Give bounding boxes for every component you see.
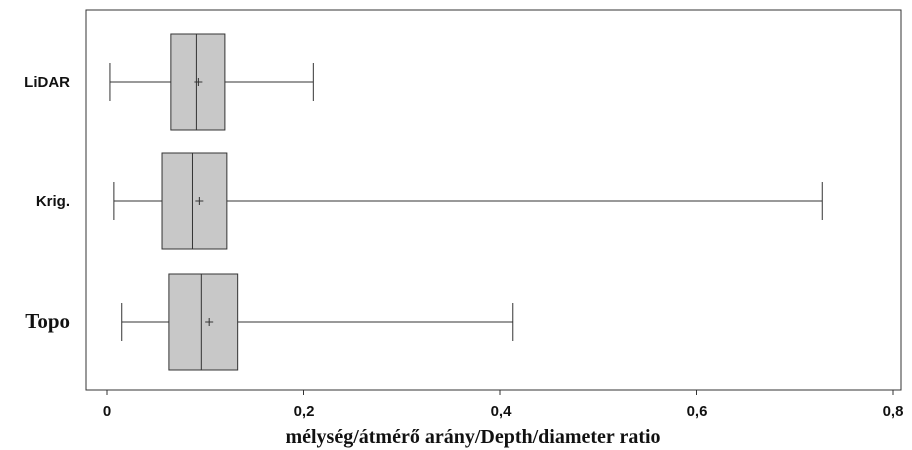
category-label-lidar: LiDAR [24, 74, 70, 91]
box-topo [168, 273, 239, 371]
plot-frame [85, 9, 902, 391]
category-label-krig: Krig. [36, 193, 70, 210]
x-axis-title: mélység/átmérő arány/Depth/diameter rati… [285, 426, 660, 448]
x-tick-label-3: 0,6 [687, 403, 708, 420]
box-group-lidar [109, 33, 314, 131]
x-tick-label-4: 0,8 [883, 403, 904, 420]
x-tick-label-0: 0 [103, 403, 111, 420]
plot-marks [106, 33, 894, 395]
x-tick-label-2: 0,4 [491, 403, 513, 420]
box-krig [161, 152, 228, 250]
box-group-krig [113, 152, 823, 250]
mean-marker-lidar [194, 78, 203, 86]
x-tick-label-1: 0,2 [294, 403, 315, 420]
mean-marker-topo [205, 318, 214, 326]
mean-marker-krig [195, 197, 204, 205]
box-group-topo [121, 273, 514, 371]
category-label-topo: Topo [25, 309, 70, 333]
